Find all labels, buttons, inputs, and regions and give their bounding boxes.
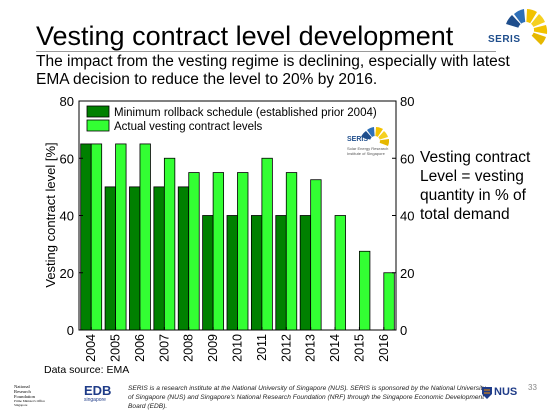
bar-min-rollback-2007 [153, 186, 165, 331]
x-tick-label: 2010 [231, 334, 245, 362]
bar-min-rollback-2012 [275, 215, 287, 331]
y-tick-label: 20 [60, 266, 74, 281]
bar-min-rollback-2011 [250, 215, 263, 331]
nus-logo-text: NUS [494, 386, 518, 398]
chart-ticks: 0 20 40 60 80 0 20 40 60 80 2004 2005 2006 2007 2008 20… [60, 94, 415, 362]
bar-actual-2014 [334, 215, 346, 331]
bar-actual-2011 [261, 157, 273, 331]
x-tick-label: 2005 [109, 334, 123, 362]
x-tick-label: 2015 [352, 334, 366, 362]
chart-legend: Minimum rollback schedule (established p… [86, 105, 377, 133]
right-tick-label: 40 [400, 209, 414, 224]
seris-inset-text: SERIS [347, 136, 369, 143]
nus-crest-icon [482, 387, 492, 399]
x-tick-label: 2008 [182, 334, 196, 362]
right-tick-label: 20 [400, 266, 414, 281]
bar-min-rollback-2005 [104, 186, 116, 331]
nus-logo: NUS [482, 386, 520, 400]
nrf-logo-line: National [14, 384, 30, 389]
title-divider [36, 51, 496, 52]
x-tick-label: 2004 [84, 334, 98, 362]
data-source: Data source: EMA [44, 364, 130, 376]
right-tick-label: 80 [400, 94, 414, 109]
y-axis-label: Vesting contract level [%] [43, 142, 58, 287]
bar-min-rollback-2010 [226, 215, 238, 331]
chart-bars [80, 143, 395, 331]
legend-swatch [86, 119, 110, 132]
right-tick-label: 60 [400, 151, 414, 166]
y-tick-label: 60 [60, 151, 74, 166]
bar-actual-2005 [115, 143, 127, 331]
x-tick-label: 2016 [377, 334, 391, 362]
side-note-line: Level = vesting [420, 168, 524, 185]
seris-logo: SERIS [486, 4, 550, 52]
bar-min-rollback-2013 [299, 215, 312, 331]
subtitle-line-1: The impact from the vesting regime is de… [36, 53, 510, 70]
legend-label: Minimum rollback schedule (established p… [114, 107, 377, 119]
bar-actual-2004 [90, 143, 103, 331]
nrf-logo: National Research Foundation Prime Minis… [14, 384, 54, 407]
bar-actual-2015 [359, 250, 371, 331]
edb-logo-text: EDB [84, 383, 112, 398]
side-note-line: quantity in % of [420, 187, 526, 204]
y-tick-label: 40 [60, 209, 74, 224]
legend-swatch [86, 105, 110, 118]
y-tick-label: 0 [67, 323, 74, 338]
legend-label: Actual vesting contract levels [114, 121, 263, 133]
bar-actual-2009 [212, 172, 225, 331]
y-tick-label: 80 [60, 94, 74, 109]
x-tick-label: 2007 [157, 334, 171, 362]
page-number: 33 [528, 383, 537, 392]
side-note-line: total demand [420, 206, 510, 223]
edb-logo: EDB singapore [84, 384, 111, 403]
side-note-line: Vesting contract [420, 149, 531, 166]
right-tick-label: 0 [400, 323, 407, 338]
nrf-logo-line: Singapore [14, 403, 28, 407]
footer-text: SERIS is a research institute at the Nat… [128, 385, 486, 410]
bar-actual-2010 [237, 172, 249, 331]
subtitle-line-2: EMA decision to reduce the level to 20% … [36, 71, 378, 88]
bar-actual-2006 [139, 143, 151, 331]
bar-min-rollback-2008 [177, 186, 190, 331]
bar-actual-2012 [285, 172, 298, 331]
bar-actual-2008 [188, 172, 200, 331]
x-tick-label: 2011 [255, 334, 269, 361]
bar-min-rollback-2004 [80, 143, 92, 331]
nrf-logo-line: Foundation [14, 394, 35, 399]
bar-min-rollback-2009 [202, 215, 214, 331]
seris-inset-logo: SERIS Solar Energy Research Institute of… [345, 124, 389, 164]
nrf-logo-line: Prime Minister's Office [14, 399, 45, 403]
seris-inset-sunburst-icon [361, 127, 389, 146]
nrf-logo-line: Research [14, 389, 31, 394]
slide-title: Vesting contract level development [36, 21, 454, 51]
x-tick-label: 2006 [133, 334, 147, 362]
bar-actual-2007 [163, 157, 176, 331]
seris-logo-text: SERIS [488, 34, 521, 45]
seris-sunburst-icon [506, 9, 548, 45]
x-tick-label: 2013 [304, 334, 318, 362]
bar-min-rollback-2006 [129, 186, 141, 331]
seris-inset-tagline-1: Solar Energy Research [347, 146, 389, 151]
x-tick-label: 2009 [206, 334, 220, 362]
bar-actual-2016 [383, 272, 395, 331]
x-tick-label: 2012 [279, 334, 293, 362]
side-note: Vesting contract Level = vesting quantit… [420, 148, 530, 224]
x-tick-label: 2014 [328, 334, 342, 362]
seris-inset-tagline-2: Institute of Singapore [347, 151, 385, 156]
bar-actual-2013 [310, 179, 322, 331]
edb-logo-sub: singapore [84, 397, 106, 403]
